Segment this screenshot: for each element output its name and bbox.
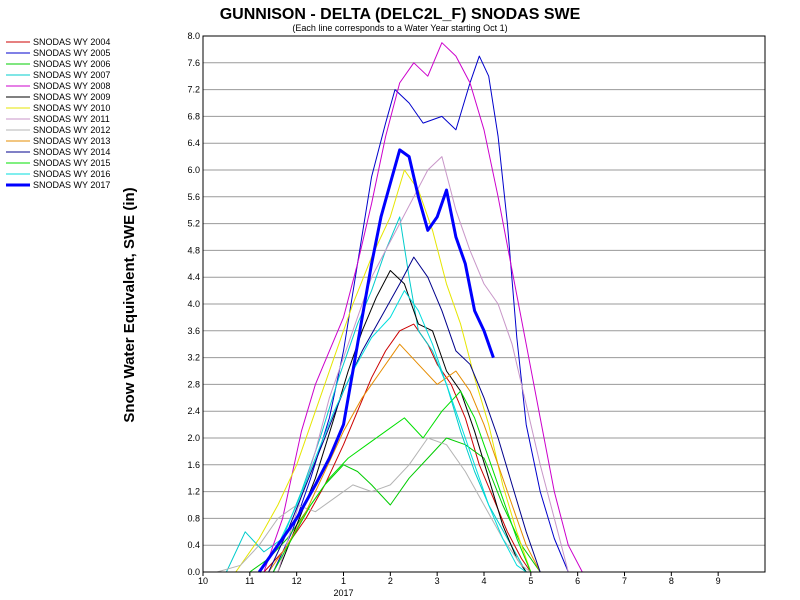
y-tick-label: 4.8: [187, 245, 200, 255]
y-tick-label: 1.2: [187, 487, 200, 497]
x-tick-label: 10: [198, 576, 208, 586]
y-tick-label: 7.6: [187, 58, 200, 68]
y-tick-label: 6.4: [187, 138, 200, 148]
x-tick-label: 1: [341, 576, 346, 586]
y-tick-label: 2.8: [187, 379, 200, 389]
x-tick-label: 12: [292, 576, 302, 586]
x-tick-label: 7: [622, 576, 627, 586]
y-tick-label: 4.0: [187, 299, 200, 309]
x-tick-label: 11: [245, 576, 254, 586]
legend-label: SNODAS WY 2012: [33, 125, 110, 135]
x-tick-label: 8: [669, 576, 674, 586]
series-line-11: [268, 256, 541, 573]
chart-subtitle: (Each line corresponds to a Water Year s…: [292, 23, 507, 33]
x-tick-label: 3: [435, 576, 440, 586]
x-axis-ticks: 10 11 12 1 2017 2 3 4 5 6 7 8 9: [198, 572, 721, 598]
y-tick-label: 5.2: [187, 219, 200, 229]
x-tick-label: 9: [716, 576, 721, 586]
x-tick-label: 5: [528, 576, 533, 586]
legend-label: SNODAS WY 2013: [33, 136, 110, 146]
series-line-4: [225, 216, 527, 573]
y-tick-label: 4.4: [187, 272, 200, 282]
y-tick-label: 7.2: [187, 85, 200, 95]
legend-label: SNODAS WY 2015: [33, 158, 110, 168]
series-line-5: [263, 42, 583, 573]
chart-title: GUNNISON - DELTA (DELC2L_F) SNODAS SWE: [220, 6, 581, 23]
series-line-13: [258, 290, 527, 573]
legend-label: SNODAS WY 2017: [33, 180, 110, 190]
legend-label: SNODAS WY 2007: [33, 70, 110, 80]
x-tick-year-label: 2017: [333, 588, 353, 598]
series-line-12: [272, 390, 532, 573]
series-line-7: [235, 169, 532, 573]
legend-label: SNODAS WY 2006: [33, 59, 110, 69]
y-tick-label: 5.6: [187, 192, 200, 202]
legend-label: SNODAS WY 2016: [33, 169, 110, 179]
series-lines: [216, 42, 583, 573]
y-tick-label: 2.0: [187, 433, 200, 443]
y-axis-ticks: 0.0 0.4 0.8 1.2 1.6 2.0 2.4 2.8 3.2 3.6 4.0 4.4 4.8 5…: [187, 31, 200, 577]
series-line-9: [216, 437, 532, 573]
y-tick-label: 3.2: [187, 353, 200, 363]
series-line-3: [249, 437, 541, 573]
y-axis-label: Snow Water Equivalent, SWE (in): [121, 187, 138, 422]
legend-label: SNODAS WY 2004: [33, 37, 110, 47]
y-tick-label: 6.0: [187, 165, 200, 175]
series-line-14: [257, 148, 495, 573]
y-tick-label: 6.8: [187, 111, 200, 121]
y-tick-label: 0.4: [187, 540, 200, 550]
y-tick-label: 0.0: [187, 567, 200, 577]
series-line-8: [277, 156, 569, 573]
x-tick-label: 6: [575, 576, 580, 586]
legend-label: SNODAS WY 2008: [33, 81, 110, 91]
y-tick-label: 0.8: [187, 513, 200, 523]
y-tick-label: 8.0: [187, 31, 200, 41]
y-tick-label: 1.6: [187, 460, 200, 470]
legend-label: SNODAS WY 2010: [33, 103, 110, 113]
x-tick-label: 2: [388, 576, 393, 586]
x-tick-label: 4: [481, 576, 486, 586]
legend-label: SNODAS WY 2011: [33, 114, 110, 124]
legend-label: SNODAS WY 2005: [33, 48, 110, 58]
legend-label: SNODAS WY 2009: [33, 92, 110, 102]
y-tick-label: 3.6: [187, 326, 200, 336]
series-line-10: [268, 343, 541, 573]
legend-label: SNODAS WY 2014: [33, 147, 110, 157]
series-line-2: [272, 55, 569, 573]
y-tick-label: 2.4: [187, 406, 200, 416]
series-line-6: [277, 270, 527, 573]
